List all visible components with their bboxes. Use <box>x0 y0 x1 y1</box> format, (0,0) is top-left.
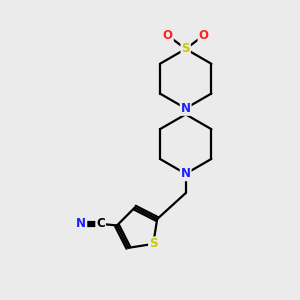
Text: N: N <box>181 167 191 180</box>
Text: C: C <box>96 218 105 230</box>
Text: N: N <box>181 102 191 115</box>
Text: N: N <box>76 218 86 230</box>
Text: O: O <box>199 29 208 42</box>
Text: S: S <box>149 237 158 250</box>
Text: O: O <box>163 29 173 42</box>
Text: S: S <box>182 42 190 56</box>
